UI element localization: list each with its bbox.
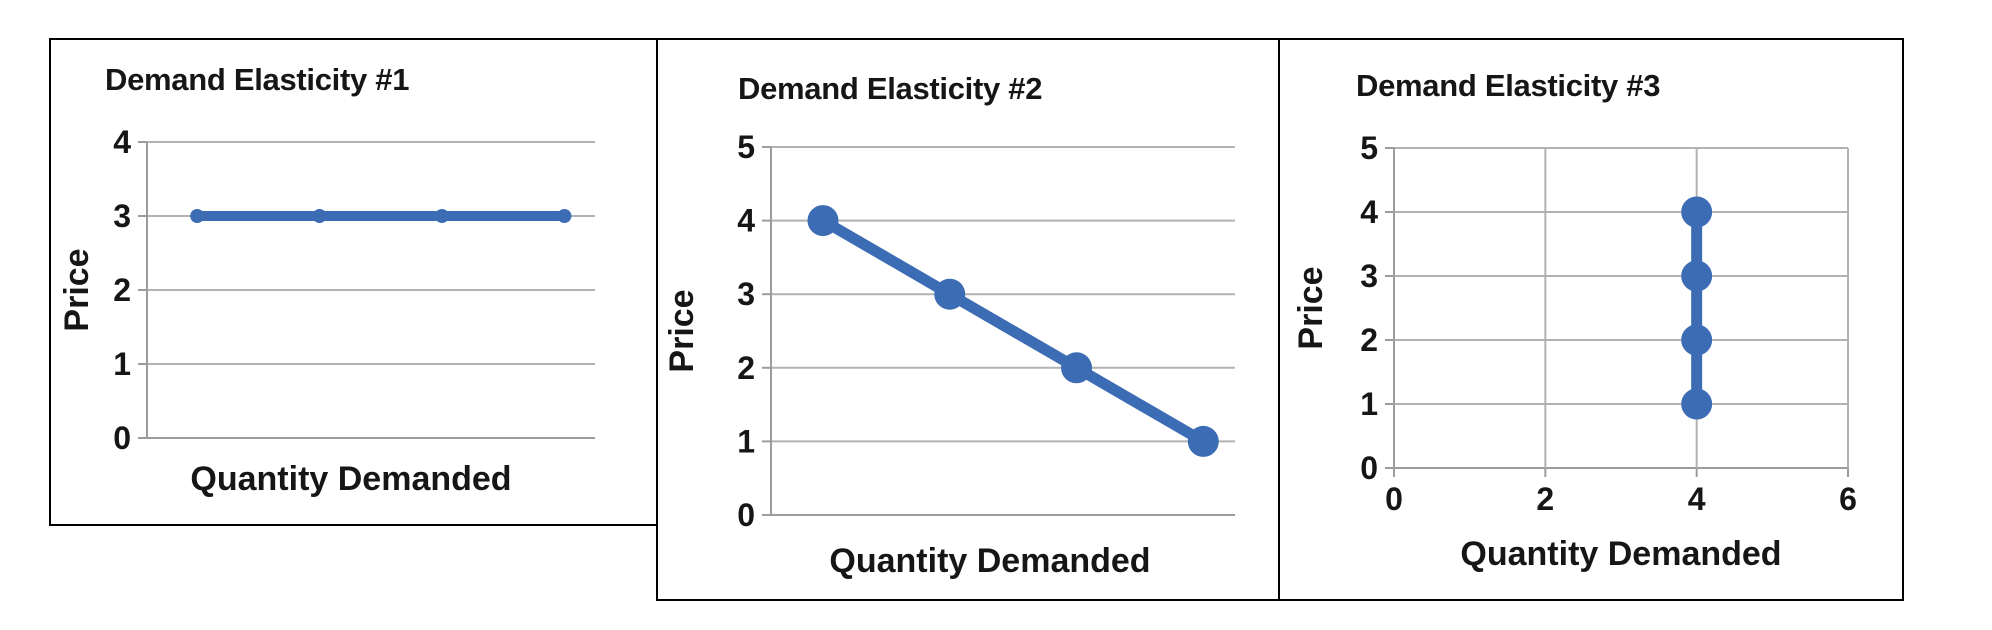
chart-1: 0 1 2 3 4 Demand Elasticity #1 Quantity Dema… [58, 62, 595, 498]
chart-2-x-axis-title: Quantity Demanded [829, 542, 1150, 580]
data-point-1 [807, 205, 839, 237]
data-point-1 [1681, 388, 1713, 420]
data-point-2 [934, 278, 966, 310]
chart-3-y-axis-title: Price [1292, 266, 1330, 349]
y-tick-label-5: 5 [737, 129, 755, 165]
chart-3-x-axis-title: Quantity Demanded [1460, 535, 1781, 573]
y-tick-label-1: 1 [1360, 386, 1378, 422]
x-tick-label-6: 6 [1839, 481, 1857, 517]
data-point-3 [434, 209, 449, 223]
data-point-1 [190, 209, 205, 223]
x-tick-label-0: 0 [1385, 481, 1403, 517]
data-point-4 [1681, 196, 1713, 228]
chart-panel-2: 0 1 2 3 4 5 Demand Elasticity #2 Quantity Dem… [656, 38, 1278, 601]
chart-3: 0 1 2 3 4 5 0 2 4 6 Demand Elasticity #3 Quantity… [1292, 68, 1857, 573]
x-tick-label-4: 4 [1688, 481, 1706, 517]
chart-panel-1: 0 1 2 3 4 Demand Elasticity #1 Quantity Dema… [49, 38, 656, 526]
chart-1-title: Demand Elasticity #1 [105, 62, 409, 97]
chart-2-y-axis-title: Price [663, 289, 701, 372]
y-tick-label-2: 2 [113, 272, 131, 308]
data-point-2 [1681, 324, 1713, 356]
y-tick-label-0: 0 [113, 420, 131, 456]
y-tick-label-0: 0 [737, 497, 755, 533]
chart-panel-3: 0 1 2 3 4 5 0 2 4 6 Demand Elasticity #3 Quantity… [1278, 38, 1904, 601]
y-tick-label-1: 1 [737, 423, 755, 459]
y-tick-label-3: 3 [1360, 258, 1378, 294]
y-tick-label-1: 1 [113, 346, 131, 382]
demand-curve [817, 215, 1209, 447]
y-tick-label-4: 4 [737, 203, 755, 239]
y-tick-label-3: 3 [737, 276, 755, 312]
data-point-3 [1061, 352, 1093, 384]
y-tick-label-2: 2 [737, 350, 755, 386]
chart-2-title: Demand Elasticity #2 [738, 71, 1042, 106]
y-tick-label-2: 2 [1360, 322, 1378, 358]
chart-3-plot-area: 0 1 2 3 4 5 0 2 4 6 [1360, 130, 1857, 517]
y-tick-label-4: 4 [1360, 194, 1378, 230]
data-point-2 [312, 209, 327, 223]
data-point-4 [557, 209, 572, 223]
chart-2-plot-area: 0 1 2 3 4 5 [737, 129, 1235, 533]
chart-2: 0 1 2 3 4 5 Demand Elasticity #2 Quantity Dem… [663, 71, 1235, 580]
y-tick-label-0: 0 [1360, 450, 1378, 486]
chart-3-title: Demand Elasticity #3 [1356, 68, 1660, 103]
data-point-3 [1681, 260, 1713, 292]
y-tick-label-3: 3 [113, 198, 131, 234]
chart-1-x-axis-title: Quantity Demanded [190, 460, 511, 498]
y-tick-label-5: 5 [1360, 130, 1378, 166]
data-point-4 [1187, 425, 1219, 457]
y-tick-label-4: 4 [113, 124, 131, 160]
chart-1-plot-area: 0 1 2 3 4 [113, 124, 595, 456]
chart-1-y-axis-title: Price [58, 248, 96, 331]
x-tick-label-2: 2 [1536, 481, 1554, 517]
